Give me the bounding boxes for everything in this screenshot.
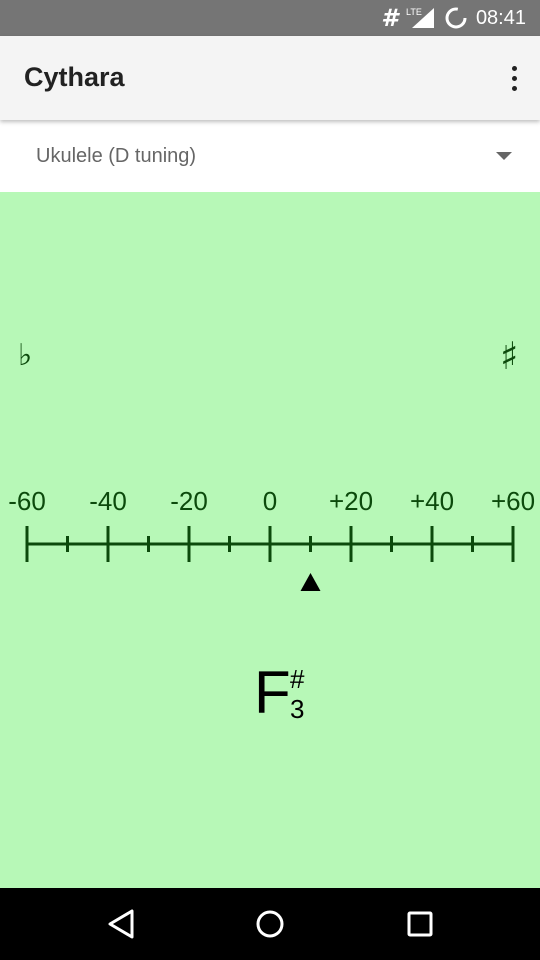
- note-octave: 3: [290, 694, 305, 724]
- back-triangle-icon[interactable]: [92, 896, 148, 952]
- scale-label: +20: [329, 486, 373, 516]
- scale-label: -40: [89, 486, 127, 516]
- recents-square-icon[interactable]: [392, 896, 448, 952]
- cents-scale: -60 -40 -20 0 +20 +40 +60: [8, 486, 535, 591]
- note-letter: F: [254, 659, 291, 726]
- note-accidental: #: [290, 664, 305, 694]
- dropdown-arrow-icon: [496, 152, 512, 160]
- tuner-panel: ♭ ♯ -60 -40 -20 0 +20 +40 +60 F # 3: [0, 192, 540, 888]
- status-time: 08:41: [475, 6, 526, 29]
- nav-bar: [0, 888, 540, 960]
- scale-label: 0: [263, 486, 277, 516]
- scale-label: -20: [170, 486, 208, 516]
- status-bar: # LTE 08:41: [0, 0, 540, 36]
- sharp-icon: ♯: [500, 334, 519, 378]
- pitch-pointer-icon: [300, 573, 321, 591]
- sync-icon: [445, 7, 467, 29]
- instrument-selected: Ukulele (D tuning): [36, 145, 197, 167]
- scale-label: +40: [410, 486, 454, 516]
- hash-icon: #: [381, 4, 398, 32]
- flat-icon: ♭: [18, 338, 33, 373]
- home-circle-icon[interactable]: [242, 896, 298, 952]
- app-bar: Cythara: [0, 36, 540, 120]
- status-icons: # LTE 08:41: [381, 0, 526, 36]
- app-title: Cythara: [24, 62, 125, 92]
- more-vert-icon[interactable]: [504, 60, 524, 96]
- instrument-dropdown[interactable]: Ukulele (D tuning): [0, 120, 540, 192]
- lte-label: LTE: [406, 7, 422, 17]
- scale-label: -60: [8, 486, 46, 516]
- scale-label: +60: [491, 486, 535, 516]
- lte-signal-icon: LTE: [406, 7, 434, 28]
